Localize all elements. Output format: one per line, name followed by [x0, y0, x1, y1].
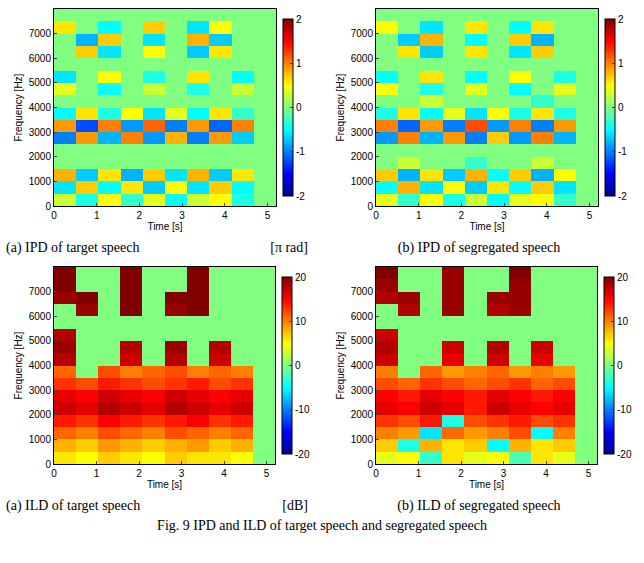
svg-text:-10: -10 [617, 404, 632, 415]
svg-text:1: 1 [296, 58, 302, 69]
svg-text:6000: 6000 [29, 53, 52, 64]
svg-text:6000: 6000 [351, 311, 374, 322]
svg-text:2: 2 [296, 14, 302, 25]
svg-text:5: 5 [264, 468, 270, 479]
svg-text:0: 0 [617, 360, 623, 371]
svg-text:1000: 1000 [351, 434, 374, 445]
html-text:(b) IPD of segregated speech: (b) IPD of segregated speech [397, 240, 561, 255]
svg-text:20: 20 [617, 272, 629, 283]
svg-text:0: 0 [45, 459, 51, 470]
svg-text:1: 1 [618, 58, 624, 69]
svg-text:5000: 5000 [29, 335, 52, 346]
svg-text:2: 2 [458, 468, 464, 479]
svg-text:10: 10 [295, 316, 307, 327]
svg-text:-1: -1 [618, 146, 627, 157]
svg-text:5000: 5000 [351, 335, 374, 346]
svg-text:4000: 4000 [351, 360, 374, 371]
svg-text:Time [s]: Time [s] [147, 479, 182, 490]
svg-text:7000: 7000 [29, 286, 52, 297]
svg-text:Time [s]: Time [s] [147, 221, 182, 232]
svg-text:3000: 3000 [351, 127, 374, 138]
svg-text:2000: 2000 [29, 151, 52, 162]
svg-text:5: 5 [586, 468, 592, 479]
svg-text:4: 4 [222, 210, 228, 221]
svg-text:-10: -10 [295, 404, 310, 415]
svg-text:4: 4 [543, 468, 549, 479]
svg-text:0: 0 [367, 459, 373, 470]
svg-text:-2: -2 [296, 191, 305, 202]
svg-text:3: 3 [501, 468, 507, 479]
svg-text:5000: 5000 [29, 77, 52, 88]
svg-text:-1: -1 [296, 146, 305, 157]
svg-text:0: 0 [296, 102, 302, 113]
svg-text:1: 1 [416, 468, 422, 479]
svg-text:0: 0 [373, 210, 379, 221]
svg-text:0: 0 [295, 360, 301, 371]
svg-text:3000: 3000 [29, 127, 52, 138]
svg-text:6000: 6000 [351, 53, 374, 64]
svg-text:3: 3 [179, 210, 185, 221]
svg-text:4: 4 [544, 210, 550, 221]
svg-text:7000: 7000 [351, 286, 374, 297]
svg-text:1000: 1000 [29, 176, 52, 187]
svg-text:20: 20 [295, 272, 307, 283]
svg-text:5000: 5000 [351, 77, 374, 88]
html-text:Fig. 9 IPD and ILD of target s: Fig. 9 IPD and ILD of target speech and … [157, 518, 487, 533]
svg-text:0: 0 [51, 210, 57, 221]
svg-text:2: 2 [459, 210, 465, 221]
svg-text:2: 2 [136, 468, 142, 479]
svg-text:0: 0 [618, 102, 624, 113]
svg-text:3000: 3000 [29, 385, 52, 396]
svg-text:3: 3 [501, 210, 507, 221]
svg-text:2000: 2000 [351, 151, 374, 162]
html-text:(a) IPD of target speech: (a) IPD of target speech [6, 240, 140, 255]
svg-text:0: 0 [367, 201, 373, 212]
svg-text:5: 5 [265, 210, 271, 221]
svg-text:1: 1 [94, 468, 100, 479]
svg-text:4000: 4000 [29, 360, 52, 371]
svg-text:1: 1 [94, 210, 100, 221]
svg-text:10: 10 [617, 316, 629, 327]
svg-text:-20: -20 [617, 449, 632, 460]
svg-text:Frequency [Hz]: Frequency [Hz] [335, 73, 346, 141]
svg-text:3000: 3000 [351, 385, 374, 396]
svg-text:Frequency [Hz]: Frequency [Hz] [335, 331, 346, 399]
svg-text:5: 5 [587, 210, 593, 221]
svg-text:4: 4 [221, 468, 227, 479]
svg-text:4000: 4000 [351, 102, 374, 113]
svg-text:2: 2 [618, 14, 624, 25]
svg-text:-2: -2 [618, 191, 627, 202]
html-text:(b) ILD of segregated speech: (b) ILD of segregated speech [397, 498, 561, 513]
html-text:(a) ILD of target speech: (a) ILD of target speech [6, 498, 141, 513]
svg-text:7000: 7000 [351, 28, 374, 39]
svg-text:1: 1 [416, 210, 422, 221]
svg-text:Time [s]: Time [s] [469, 221, 504, 232]
svg-text:0: 0 [45, 201, 51, 212]
svg-text:1000: 1000 [351, 176, 374, 187]
svg-text:0: 0 [373, 468, 379, 479]
svg-text:2: 2 [137, 210, 143, 221]
svg-text:2000: 2000 [351, 409, 374, 420]
svg-text:7000: 7000 [29, 28, 52, 39]
svg-text:4000: 4000 [29, 102, 52, 113]
svg-text:1000: 1000 [29, 434, 52, 445]
svg-text:Frequency [Hz]: Frequency [Hz] [13, 331, 24, 399]
html-text:[π rad]: [π rad] [270, 240, 308, 255]
svg-text:-20: -20 [295, 449, 310, 460]
svg-text:6000: 6000 [29, 311, 52, 322]
svg-text:Time [s]: Time [s] [469, 479, 504, 490]
svg-text:0: 0 [51, 468, 57, 479]
svg-text:3: 3 [179, 468, 185, 479]
svg-text:Frequency [Hz]: Frequency [Hz] [13, 73, 24, 141]
html-text:[dB]: [dB] [282, 498, 308, 513]
svg-text:2000: 2000 [29, 409, 52, 420]
